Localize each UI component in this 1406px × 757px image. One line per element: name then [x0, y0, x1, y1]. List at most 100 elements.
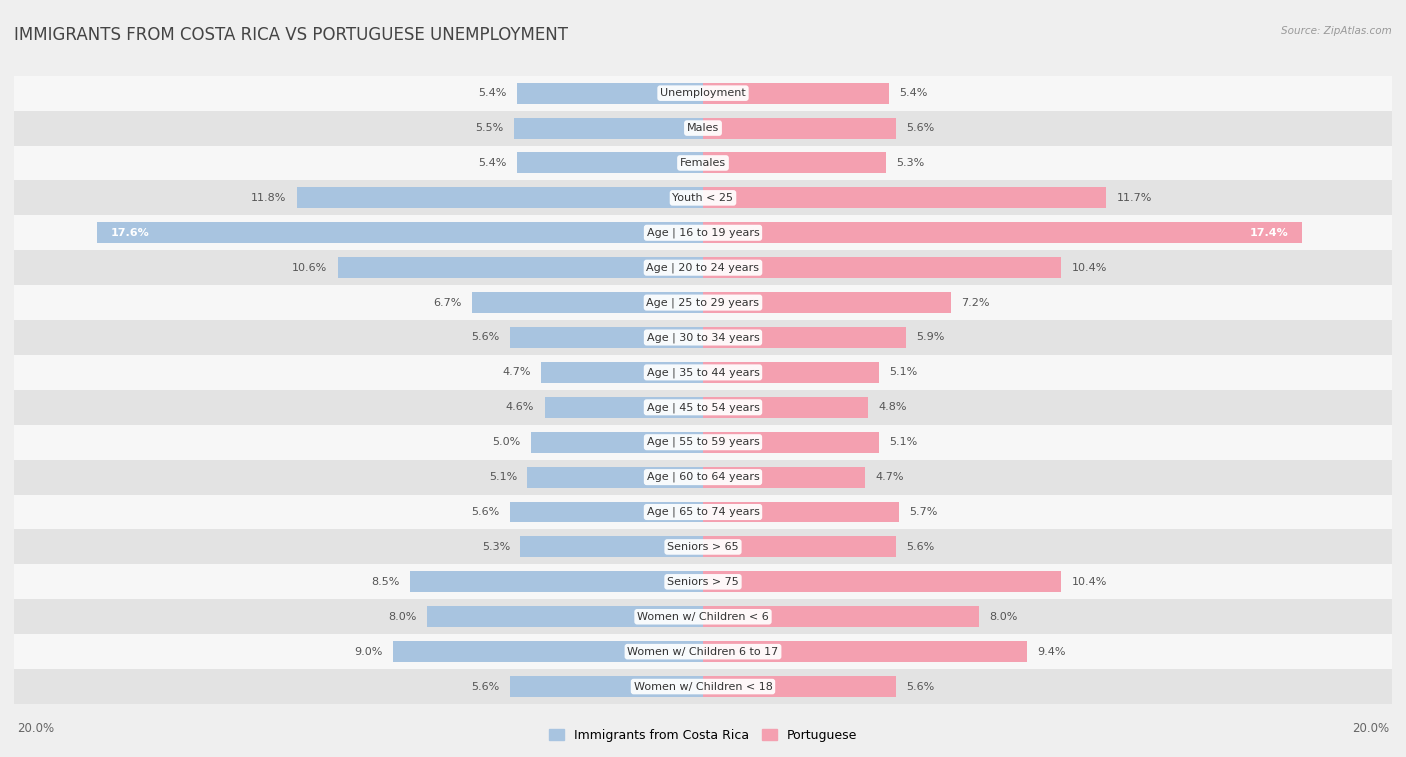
Bar — [703, 641, 1026, 662]
Text: 4.8%: 4.8% — [879, 402, 907, 413]
Text: 5.1%: 5.1% — [489, 472, 517, 482]
Text: Males: Males — [688, 123, 718, 133]
Text: 5.9%: 5.9% — [917, 332, 945, 342]
Bar — [411, 572, 703, 592]
Text: Age | 55 to 59 years: Age | 55 to 59 years — [647, 437, 759, 447]
Text: Age | 65 to 74 years: Age | 65 to 74 years — [647, 506, 759, 517]
Text: Youth < 25: Youth < 25 — [672, 193, 734, 203]
Bar — [14, 355, 1392, 390]
Bar — [517, 152, 703, 173]
Bar — [703, 572, 1062, 592]
Text: 9.4%: 9.4% — [1038, 646, 1066, 656]
Text: 5.6%: 5.6% — [907, 123, 935, 133]
Text: Unemployment: Unemployment — [661, 88, 745, 98]
Bar — [14, 390, 1392, 425]
Text: 8.5%: 8.5% — [371, 577, 399, 587]
Text: Women w/ Children < 6: Women w/ Children < 6 — [637, 612, 769, 621]
Bar — [14, 215, 1392, 251]
Bar — [520, 537, 703, 557]
Bar — [14, 320, 1392, 355]
Text: Females: Females — [681, 158, 725, 168]
Bar — [392, 641, 703, 662]
Bar — [703, 83, 889, 104]
Text: 5.4%: 5.4% — [478, 158, 506, 168]
Bar — [703, 606, 979, 628]
Bar — [14, 634, 1392, 669]
Legend: Immigrants from Costa Rica, Portuguese: Immigrants from Costa Rica, Portuguese — [544, 724, 862, 747]
Bar — [14, 425, 1392, 459]
Bar — [14, 76, 1392, 111]
Bar — [427, 606, 703, 628]
Text: Women w/ Children < 18: Women w/ Children < 18 — [634, 681, 772, 692]
Bar — [14, 285, 1392, 320]
Bar — [14, 565, 1392, 600]
Bar — [510, 676, 703, 697]
Bar — [703, 362, 879, 383]
Bar — [14, 494, 1392, 529]
Bar — [14, 459, 1392, 494]
Bar — [703, 537, 896, 557]
Bar — [14, 529, 1392, 565]
Bar — [703, 188, 1107, 208]
Text: 5.6%: 5.6% — [907, 542, 935, 552]
Text: IMMIGRANTS FROM COSTA RICA VS PORTUGUESE UNEMPLOYMENT: IMMIGRANTS FROM COSTA RICA VS PORTUGUESE… — [14, 26, 568, 45]
Text: Source: ZipAtlas.com: Source: ZipAtlas.com — [1281, 26, 1392, 36]
Text: 5.1%: 5.1% — [889, 367, 917, 378]
Bar — [544, 397, 703, 418]
Text: 8.0%: 8.0% — [988, 612, 1018, 621]
Text: Women w/ Children 6 to 17: Women w/ Children 6 to 17 — [627, 646, 779, 656]
Bar — [703, 117, 896, 139]
Bar — [527, 466, 703, 488]
Bar — [703, 257, 1062, 278]
Text: Seniors > 75: Seniors > 75 — [666, 577, 740, 587]
Text: 5.1%: 5.1% — [889, 438, 917, 447]
Bar — [14, 600, 1392, 634]
Text: Age | 60 to 64 years: Age | 60 to 64 years — [647, 472, 759, 482]
Text: 11.7%: 11.7% — [1116, 193, 1152, 203]
Bar — [703, 466, 865, 488]
Text: 5.3%: 5.3% — [896, 158, 924, 168]
Text: Age | 30 to 34 years: Age | 30 to 34 years — [647, 332, 759, 343]
Bar — [14, 180, 1392, 215]
Text: 17.4%: 17.4% — [1250, 228, 1289, 238]
Text: 10.6%: 10.6% — [292, 263, 328, 273]
Bar — [517, 83, 703, 104]
Text: Age | 45 to 54 years: Age | 45 to 54 years — [647, 402, 759, 413]
Text: 20.0%: 20.0% — [1353, 721, 1389, 735]
Text: Age | 16 to 19 years: Age | 16 to 19 years — [647, 228, 759, 238]
Text: 11.8%: 11.8% — [250, 193, 287, 203]
Bar — [14, 669, 1392, 704]
Text: 5.6%: 5.6% — [471, 507, 499, 517]
Text: 6.7%: 6.7% — [433, 298, 461, 307]
Text: 9.0%: 9.0% — [354, 646, 382, 656]
Text: Age | 20 to 24 years: Age | 20 to 24 years — [647, 263, 759, 273]
Text: 10.4%: 10.4% — [1071, 263, 1107, 273]
Bar — [297, 188, 703, 208]
Bar — [703, 223, 1302, 243]
Bar — [510, 502, 703, 522]
Bar — [703, 676, 896, 697]
Text: 20.0%: 20.0% — [17, 721, 53, 735]
Bar — [531, 431, 703, 453]
Text: 5.6%: 5.6% — [471, 681, 499, 692]
Bar — [703, 502, 900, 522]
Bar — [703, 152, 886, 173]
Bar — [14, 145, 1392, 180]
Bar — [510, 327, 703, 348]
Bar — [703, 397, 869, 418]
Text: 4.7%: 4.7% — [875, 472, 904, 482]
Text: Age | 25 to 29 years: Age | 25 to 29 years — [647, 298, 759, 308]
Bar — [337, 257, 703, 278]
Bar — [703, 431, 879, 453]
Bar — [14, 111, 1392, 145]
Text: Age | 35 to 44 years: Age | 35 to 44 years — [647, 367, 759, 378]
Bar — [541, 362, 703, 383]
Bar — [472, 292, 703, 313]
Bar — [703, 327, 907, 348]
Text: Seniors > 65: Seniors > 65 — [668, 542, 738, 552]
Text: 5.3%: 5.3% — [482, 542, 510, 552]
Text: 4.7%: 4.7% — [502, 367, 531, 378]
Text: 5.6%: 5.6% — [471, 332, 499, 342]
Text: 7.2%: 7.2% — [962, 298, 990, 307]
Text: 8.0%: 8.0% — [388, 612, 418, 621]
